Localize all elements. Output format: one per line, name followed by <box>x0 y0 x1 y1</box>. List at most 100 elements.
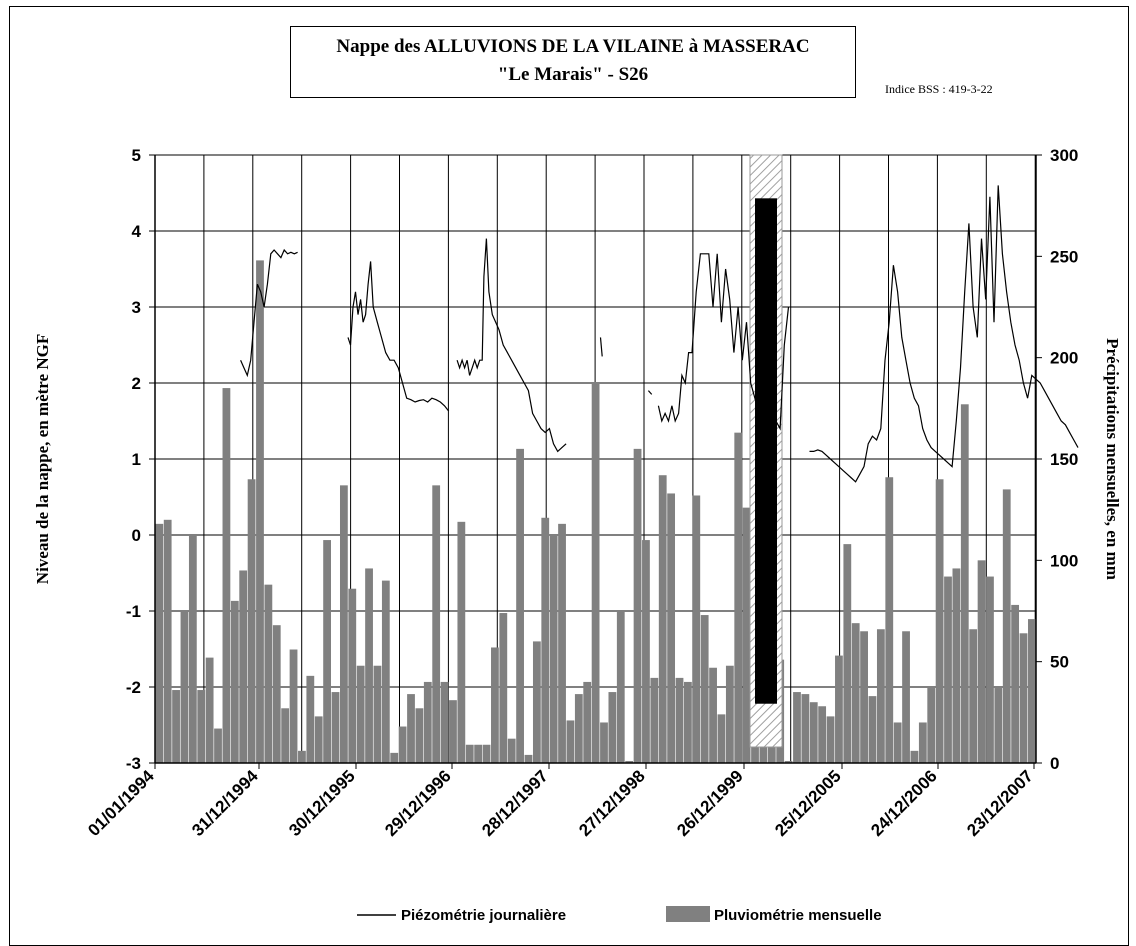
precipitation-bar <box>449 700 457 763</box>
precipitation-bar <box>801 694 810 763</box>
precipitation-bar <box>272 625 281 763</box>
y-tick-label: 0 <box>132 526 141 545</box>
precipitation-bar <box>188 533 197 763</box>
precipitation-bar <box>524 754 533 763</box>
precipitation-bar <box>155 523 164 763</box>
piezometry-segment <box>599 337 603 357</box>
precipitation-bar <box>835 655 843 763</box>
precipitation-bar <box>491 647 499 763</box>
missing-period-bar <box>755 198 777 704</box>
precipitation-bar <box>969 629 978 763</box>
precipitation-bar <box>298 750 306 763</box>
missing-data-block <box>749 154 783 748</box>
precipitation-bar <box>1028 619 1036 763</box>
y-tick-label: 4 <box>132 222 142 241</box>
precipitation-bar <box>910 750 919 763</box>
precipitation-bar <box>700 615 709 763</box>
y-tick-label: -2 <box>126 678 141 697</box>
piezometry-segment <box>240 248 298 378</box>
precipitation-bar <box>784 760 793 763</box>
precipitation-bar <box>289 649 298 763</box>
y-tick-label: -3 <box>126 754 141 773</box>
legend: Piézométrie journalière Pluviométrie men… <box>357 906 882 924</box>
x-tick-label: 26/12/1999 <box>673 766 747 840</box>
y2-tick-label: 250 <box>1050 247 1078 266</box>
precipitation-bar <box>499 613 508 763</box>
precipitation-bar <box>893 722 902 763</box>
piezometry-line <box>240 185 1079 483</box>
precipitation-bar <box>457 521 466 763</box>
precipitation-bar <box>516 448 524 763</box>
precipitation-bar <box>952 568 961 763</box>
precipitation-bar <box>658 475 667 763</box>
precipitation-bar <box>205 657 214 763</box>
x-tick-label: 29/12/1996 <box>381 766 455 840</box>
precipitation-bar <box>239 570 248 763</box>
precipitation-bar <box>373 665 382 763</box>
precipitation-bar <box>684 681 692 763</box>
precipitation-bar <box>633 448 642 763</box>
precipitation-bar <box>876 629 885 763</box>
precipitation-bar <box>944 576 952 763</box>
axes <box>149 154 1042 769</box>
bss-index-label: Indice BSS : 419-3-22 <box>885 82 993 96</box>
precipitation-bar <box>407 694 415 763</box>
precipitation-bar <box>465 744 474 763</box>
x-tick-label: 28/12/1997 <box>478 766 552 840</box>
precipitation-bar <box>381 580 390 763</box>
y-tick-label: -1 <box>126 602 141 621</box>
precipitation-bar <box>851 623 860 763</box>
precipitation-bar <box>440 681 449 763</box>
x-tick-label: 24/12/2006 <box>867 766 941 840</box>
precipitation-bar <box>482 744 491 763</box>
precipitation-bar <box>642 540 650 763</box>
x-tick-label: 25/12/2005 <box>771 766 845 840</box>
precipitation-bar <box>415 708 424 763</box>
precipitation-bar <box>742 507 751 763</box>
precipitation-bar <box>432 485 441 763</box>
precipitation-bar <box>256 260 264 763</box>
precipitation-bar <box>314 716 323 763</box>
y2-tick-label: 200 <box>1050 349 1078 368</box>
precipitation-bar <box>532 641 541 763</box>
precipitation-bar <box>339 485 348 763</box>
precipitation-bar <box>793 692 801 763</box>
precipitation-bar <box>809 702 818 763</box>
x-tick-label: 23/12/2007 <box>963 766 1037 840</box>
precipitation-bar <box>1019 633 1028 763</box>
precipitation-bar <box>197 690 206 763</box>
precipitation-bar <box>1002 489 1011 763</box>
precipitation-bar <box>474 744 483 763</box>
precipitation-bar <box>323 540 331 763</box>
precipitation-bar <box>918 722 927 763</box>
precipitation-bar <box>616 611 625 763</box>
legend-line-label: Piézométrie journalière <box>401 907 566 924</box>
precipitation-bar <box>650 677 659 763</box>
precipitation-bar <box>507 738 516 763</box>
precipitation-bar <box>180 611 189 763</box>
precipitation-bar <box>230 600 239 763</box>
precipitation-bar <box>558 523 566 763</box>
piezometry-segment <box>809 185 1079 483</box>
precipitation-bar <box>1011 604 1020 763</box>
y-tick-label: 2 <box>132 374 141 393</box>
y2-tick-label: 100 <box>1050 551 1078 570</box>
precipitation-bar <box>281 708 290 763</box>
precipitation-bar <box>398 726 407 763</box>
precipitation-bar <box>860 631 868 763</box>
precipitation-bar <box>725 665 734 763</box>
precipitation-bar <box>356 665 365 763</box>
piezometry-segment <box>456 238 567 453</box>
precipitation-bar <box>390 752 399 763</box>
precipitation-bar <box>549 533 558 763</box>
precipitation-bar <box>172 690 180 763</box>
precipitation-bar <box>927 688 936 763</box>
chart-title-box: Nappe des ALLUVIONS DE LA VILAINE à MASS… <box>290 26 856 98</box>
precipitation-bar <box>902 631 910 763</box>
legend-bar-label: Pluviométrie mensuelle <box>714 907 882 924</box>
precipitation-bar <box>264 584 273 763</box>
y-axis-left-title: Niveau de la nappe, en mètre NGF <box>33 334 52 584</box>
chart-title-line-2: "Le Marais" - S26 <box>497 64 649 85</box>
y2-tick-label: 50 <box>1050 653 1069 672</box>
piezometry-segment <box>647 390 653 395</box>
